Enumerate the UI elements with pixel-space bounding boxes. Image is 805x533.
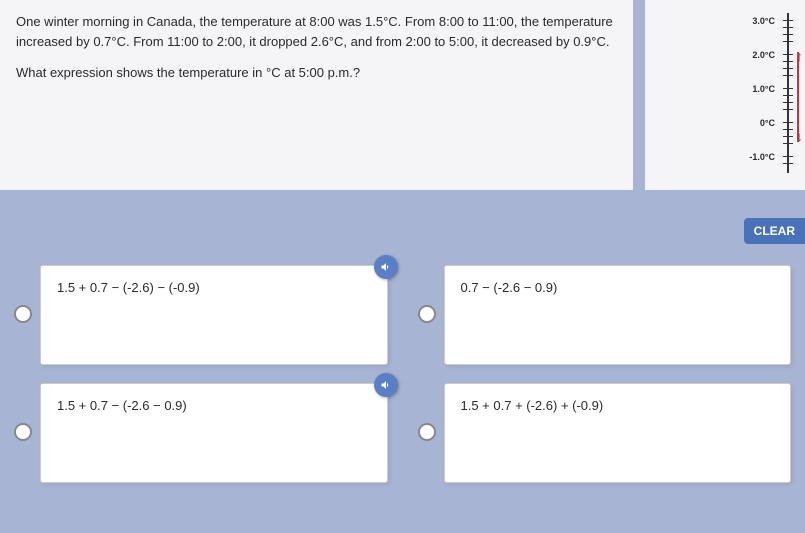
answers-grid: 1.5 + 0.7 − (-2.6) − (-0.9) 0.7 − (-2.6 … bbox=[0, 265, 805, 483]
answer-text-a: 1.5 + 0.7 − (-2.6) − (-0.9) bbox=[57, 280, 200, 295]
answer-box-c[interactable]: 1.5 + 0.7 − (-2.6 − 0.9) bbox=[40, 383, 388, 483]
question-text-2: What expression shows the temperature in… bbox=[16, 63, 617, 83]
answer-text-d: 1.5 + 0.7 + (-2.6) + (-0.9) bbox=[461, 398, 604, 413]
answer-option-d: 1.5 + 0.7 + (-2.6) + (-0.9) bbox=[418, 383, 792, 483]
audio-icon bbox=[380, 379, 392, 391]
question-panel: One winter morning in Canada, the temper… bbox=[0, 0, 633, 190]
thermo-axis bbox=[787, 13, 789, 173]
clear-button[interactable]: CLEAR bbox=[744, 218, 805, 244]
top-row: One winter morning in Canada, the temper… bbox=[0, 0, 805, 206]
answer-text-c: 1.5 + 0.7 − (-2.6 − 0.9) bbox=[57, 398, 187, 413]
answer-box-b[interactable]: 0.7 − (-2.6 − 0.9) bbox=[444, 265, 792, 365]
thermo-arrow-up-icon: ↑ bbox=[796, 48, 803, 64]
question-text-1: One winter morning in Canada, the temper… bbox=[16, 12, 617, 51]
radio-d[interactable] bbox=[418, 423, 436, 441]
radio-c[interactable] bbox=[14, 423, 32, 441]
thermo-scale bbox=[783, 8, 793, 178]
thermo-tick-2: 1.0°C bbox=[735, 84, 775, 94]
answer-box-a[interactable]: 1.5 + 0.7 − (-2.6) − (-0.9) bbox=[40, 265, 388, 365]
answer-option-c: 1.5 + 0.7 − (-2.6 − 0.9) bbox=[14, 383, 388, 483]
thermo-tick-3: 0°C bbox=[735, 118, 775, 128]
speaker-icon[interactable] bbox=[374, 255, 398, 279]
answer-option-b: 0.7 − (-2.6 − 0.9) bbox=[418, 265, 792, 365]
answer-text-b: 0.7 − (-2.6 − 0.9) bbox=[461, 280, 558, 295]
radio-b[interactable] bbox=[418, 305, 436, 323]
thermometer-panel: 3.0°C 2.0°C 1.0°C 0°C -1.0°C bbox=[645, 0, 805, 190]
radio-a[interactable] bbox=[14, 305, 32, 323]
thermo-tick-4: -1.0°C bbox=[735, 152, 775, 162]
thermo-tick-0: 3.0°C bbox=[735, 16, 775, 26]
audio-icon bbox=[380, 261, 392, 273]
clear-button-label: CLEAR bbox=[754, 224, 795, 238]
speaker-icon[interactable] bbox=[374, 373, 398, 397]
thermo-tick-1: 2.0°C bbox=[735, 50, 775, 60]
thermo-arrow-down-icon: ↓ bbox=[796, 128, 803, 144]
answer-option-a: 1.5 + 0.7 − (-2.6) − (-0.9) bbox=[14, 265, 388, 365]
answer-box-d[interactable]: 1.5 + 0.7 + (-2.6) + (-0.9) bbox=[444, 383, 792, 483]
